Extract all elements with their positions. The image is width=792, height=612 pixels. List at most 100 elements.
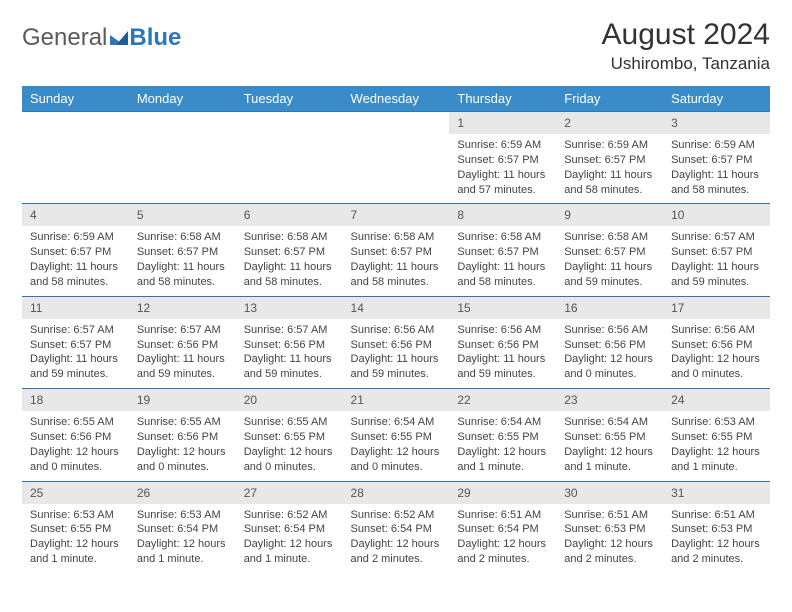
sunset-text: Sunset: 6:57 PM <box>564 153 655 168</box>
daylight-text: Daylight: 12 hours and 0 minutes. <box>137 445 228 475</box>
day-details-cell: Sunrise: 6:55 AMSunset: 6:56 PMDaylight:… <box>22 411 129 481</box>
day-details-cell: Sunrise: 6:59 AMSunset: 6:57 PMDaylight:… <box>556 134 663 204</box>
day-number-cell: 4 <box>22 204 129 227</box>
day-details-cell: Sunrise: 6:54 AMSunset: 6:55 PMDaylight:… <box>449 411 556 481</box>
daylight-text: Daylight: 11 hours and 57 minutes. <box>457 168 548 198</box>
sunset-text: Sunset: 6:54 PM <box>137 522 228 537</box>
title-block: August 2024 Ushirombo, Tanzania <box>602 18 770 74</box>
day-number-cell: 24 <box>663 389 770 412</box>
sunrise-text: Sunrise: 6:51 AM <box>564 508 655 523</box>
day-number-cell: 31 <box>663 481 770 504</box>
sunset-text: Sunset: 6:53 PM <box>564 522 655 537</box>
sunrise-text: Sunrise: 6:52 AM <box>244 508 335 523</box>
sunset-text: Sunset: 6:57 PM <box>564 245 655 260</box>
day-details-row: Sunrise: 6:57 AM Sunset: 6:57 PM Daylight:… <box>22 319 770 389</box>
daylight-text: Daylight: 11 hours and 59 minutes. <box>351 352 442 382</box>
day-details-cell: Sunrise: 6:52 AMSunset: 6:54 PMDaylight:… <box>343 504 450 573</box>
daylight-text: Daylight: 11 hours and 58 minutes. <box>457 260 548 290</box>
day-details-cell <box>129 134 236 204</box>
sunset-text: Sunset: 6:56 PM <box>351 338 442 353</box>
day-number-cell: 6 <box>236 204 343 227</box>
sunrise-text: Sunrise: 6:58 AM <box>137 230 228 245</box>
daylight-text: Daylight: 12 hours and 2 minutes. <box>457 537 548 567</box>
sunset-text: Sunset: 6:56 PM <box>564 338 655 353</box>
sunset-text: Sunset: 6:57 PM <box>30 338 121 353</box>
day-details-cell <box>236 134 343 204</box>
day-details-cell: Sunrise: 6:56 AMSunset: 6:56 PMDaylight:… <box>449 319 556 389</box>
header: General Blue August 2024 Ushirombo, Tanz… <box>22 18 770 74</box>
sunrise-text: Sunrise: 6:56 AM <box>671 323 762 338</box>
sunrise-text: Sunrise: 6:51 AM <box>457 508 548 523</box>
day-number-cell: 18 <box>22 389 129 412</box>
day-details-cell: Sunrise: 6:57 AMSunset: 6:57 PMDaylight:… <box>22 319 129 389</box>
day-number-cell: 26 <box>129 481 236 504</box>
sunrise-text: Sunrise: 6:57 AM <box>671 230 762 245</box>
daylight-text: Daylight: 12 hours and 1 minute. <box>244 537 335 567</box>
day-number-cell: 11 <box>22 296 129 319</box>
sunrise-text: Sunrise: 6:55 AM <box>30 415 121 430</box>
sunset-text: Sunset: 6:55 PM <box>671 430 762 445</box>
sunrise-text: Sunrise: 6:56 AM <box>457 323 548 338</box>
daylight-text: Daylight: 12 hours and 1 minute. <box>457 445 548 475</box>
daylight-text: Daylight: 12 hours and 1 minute. <box>30 537 121 567</box>
daylight-text: Daylight: 11 hours and 59 minutes. <box>244 352 335 382</box>
sunset-text: Sunset: 6:56 PM <box>30 430 121 445</box>
sunrise-text: Sunrise: 6:58 AM <box>564 230 655 245</box>
day-details-cell: Sunrise: 6:55 AMSunset: 6:56 PMDaylight:… <box>129 411 236 481</box>
day-number-cell: 12 <box>129 296 236 319</box>
sunset-text: Sunset: 6:57 PM <box>671 245 762 260</box>
day-details-cell: Sunrise: 6:59 AMSunset: 6:57 PMDaylight:… <box>449 134 556 204</box>
weekday-header: Saturday <box>663 86 770 112</box>
sunrise-text: Sunrise: 6:57 AM <box>137 323 228 338</box>
sunrise-text: Sunrise: 6:53 AM <box>30 508 121 523</box>
sunset-text: Sunset: 6:57 PM <box>30 245 121 260</box>
sunset-text: Sunset: 6:55 PM <box>457 430 548 445</box>
day-number-cell: 13 <box>236 296 343 319</box>
weekday-header: Wednesday <box>343 86 450 112</box>
day-details-cell: Sunrise: 6:56 AMSunset: 6:56 PMDaylight:… <box>663 319 770 389</box>
day-details-cell: Sunrise: 6:53 AMSunset: 6:54 PMDaylight:… <box>129 504 236 573</box>
daylight-text: Daylight: 11 hours and 58 minutes. <box>137 260 228 290</box>
sunset-text: Sunset: 6:54 PM <box>457 522 548 537</box>
weekday-header: Friday <box>556 86 663 112</box>
day-details-cell: Sunrise: 6:58 AMSunset: 6:57 PMDaylight:… <box>236 226 343 296</box>
daylight-text: Daylight: 12 hours and 1 minute. <box>564 445 655 475</box>
day-details-row: Sunrise: 6:53 AMSunset: 6:55 PMDaylight:… <box>22 504 770 573</box>
day-details-cell: Sunrise: 6:53 AMSunset: 6:55 PMDaylight:… <box>22 504 129 573</box>
sunrise-text: Sunrise: 6:54 AM <box>351 415 442 430</box>
sunset-text: Sunset: 6:57 PM <box>351 245 442 260</box>
day-details-cell: Sunrise: 6:54 AMSunset: 6:55 PMDaylight:… <box>556 411 663 481</box>
day-number-cell: 16 <box>556 296 663 319</box>
logo: General Blue <box>22 18 181 52</box>
day-number-cell <box>236 112 343 135</box>
daylight-text: Daylight: 12 hours and 0 minutes. <box>351 445 442 475</box>
sunset-text: Sunset: 6:55 PM <box>30 522 121 537</box>
sunrise-text: Sunrise: 6:55 AM <box>137 415 228 430</box>
day-number-cell: 21 <box>343 389 450 412</box>
day-details-cell: Sunrise: 6:59 AMSunset: 6:57 PMDaylight:… <box>22 226 129 296</box>
day-number-cell: 14 <box>343 296 450 319</box>
sunset-text: Sunset: 6:57 PM <box>137 245 228 260</box>
daylight-text: Daylight: 12 hours and 0 minutes. <box>564 352 655 382</box>
daylight-text: Daylight: 12 hours and 2 minutes. <box>671 537 762 567</box>
day-details-cell: Sunrise: 6:58 AMSunset: 6:57 PMDaylight:… <box>556 226 663 296</box>
weekday-header: Tuesday <box>236 86 343 112</box>
sunset-text: Sunset: 6:55 PM <box>351 430 442 445</box>
sunset-text: Sunset: 6:55 PM <box>564 430 655 445</box>
calendar-table: Sunday Monday Tuesday Wednesday Thursday… <box>22 86 770 573</box>
logo-general-text: General <box>22 24 107 52</box>
day-number-cell <box>343 112 450 135</box>
day-number-cell: 17 <box>663 296 770 319</box>
daylight-text: Daylight: 11 hours and 58 minutes. <box>351 260 442 290</box>
day-details-cell: Sunrise: 6:55 AMSunset: 6:55 PMDaylight:… <box>236 411 343 481</box>
sunset-text: Sunset: 6:57 PM <box>671 153 762 168</box>
sunrise-text: Sunrise: 6:51 AM <box>671 508 762 523</box>
sunset-text: Sunset: 6:54 PM <box>244 522 335 537</box>
sunrise-text: Sunrise: 6:59 AM <box>457 138 548 153</box>
day-number-cell: 3 <box>663 112 770 135</box>
weekday-header: Thursday <box>449 86 556 112</box>
day-number-cell: 19 <box>129 389 236 412</box>
daylight-text: Daylight: 11 hours and 58 minutes. <box>564 168 655 198</box>
sunrise-text: Sunrise: 6:52 AM <box>351 508 442 523</box>
sunset-text: Sunset: 6:55 PM <box>244 430 335 445</box>
